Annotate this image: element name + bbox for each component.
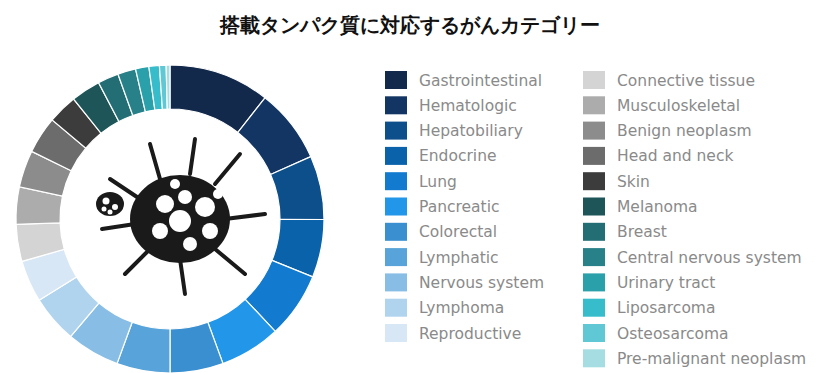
legend-swatch [583,248,605,266]
legend-swatch [583,223,605,241]
legend-swatch [583,122,605,140]
legend-swatch [583,324,605,342]
legend-label: Gastrointestinal [419,72,542,90]
icon-hole [183,237,197,251]
legend-label: Lymphoma [419,299,504,317]
legend-swatch [385,299,407,317]
legend-swatch [385,172,407,190]
icon-hole [156,195,174,213]
legend-label: Musculoskeletal [617,97,740,115]
legend-label: Hepatobiliary [419,122,523,140]
legend-swatch [583,96,605,114]
icon-hole [103,198,110,205]
legend-label: Reproductive [419,325,521,343]
donut [16,65,324,373]
legend-label: Liposarcoma [617,299,715,317]
icon-hole [169,210,191,232]
legend-label: Melanoma [617,198,698,216]
title: 搭載タンパク質に対応するがんカテゴリー [219,13,600,37]
legend-label: Colorectal [419,223,497,241]
legend-label: Pre-malignant neoplasm [617,350,806,368]
icon-small-body [96,192,124,216]
icon-hole [213,189,223,199]
chart: 搭載タンパク質に対応するがんカテゴリー Gastrointestinal Hemat… [0,0,820,373]
slice [166,65,170,109]
legend-label: Nervous system [419,274,544,292]
legend-swatch [583,172,605,190]
legend-label: Urinary tract [617,274,715,292]
legend-label: Lung [419,173,457,191]
icon-branch [180,259,185,294]
legend-swatch [385,223,407,241]
icon-branch [225,214,265,219]
legend-swatch [385,273,407,291]
icon-branch [102,224,135,229]
icon-hole [152,223,168,239]
icon-branch [215,154,240,184]
icon-hole [112,204,118,210]
icon-branch [125,249,150,274]
icon-branch [190,139,195,174]
legend-swatch [385,122,407,140]
icon-hole [178,190,192,204]
legend-label: Skin [617,173,650,191]
cell-icon [96,139,265,294]
legend-swatch [583,198,605,216]
legend-label: Benign neoplasm [617,122,752,140]
legend-label: Osteosarcoma [617,325,729,343]
legend-swatch [583,273,605,291]
legend-swatch [385,71,407,89]
legend-swatch [385,198,407,216]
legend-label: Lymphatic [419,249,499,267]
icon-hole [102,207,107,212]
icon-branch [215,249,245,274]
slice [271,157,324,220]
icon-hole [108,210,113,215]
legend-label: Pancreatic [419,198,499,216]
icon-body [130,175,230,263]
legend-swatch [385,96,407,114]
legend: Gastrointestinal Hematologic Hepatobiliary… [385,71,806,368]
legend-label: Connective tissue [617,72,755,90]
legend-swatch [583,299,605,317]
legend-label: Endocrine [419,147,497,165]
legend-label: Central nervous system [617,249,802,267]
icon-hole [195,197,215,217]
icon-hole [202,223,218,239]
legend-swatch [583,349,605,367]
legend-swatch [583,71,605,89]
legend-swatch [583,147,605,165]
legend-swatch [385,324,407,342]
slice [16,223,64,262]
icon-branch [150,144,160,179]
slice [170,322,223,373]
legend-swatch [385,248,407,266]
legend-swatch [385,147,407,165]
legend-label: Hematologic [419,97,517,115]
legend-label: Head and neck [617,147,733,165]
icon-hole [170,179,180,189]
legend-label: Breast [617,223,667,241]
